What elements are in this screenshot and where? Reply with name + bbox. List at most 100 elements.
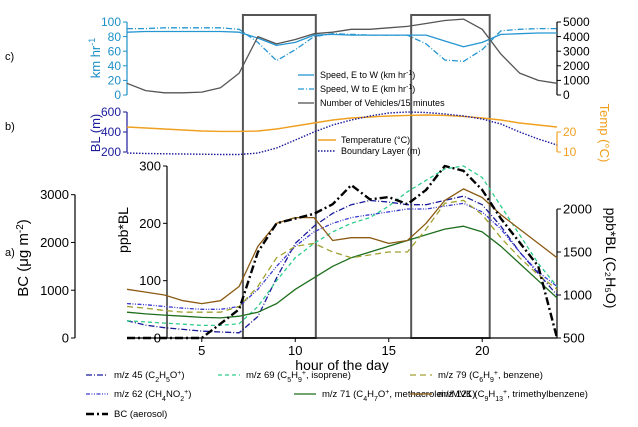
highlight-window-1 bbox=[241, 14, 317, 339]
series-m69 bbox=[126, 165, 558, 327]
legend-a-label-m71-part: 7 bbox=[374, 396, 378, 403]
panel-c-left-axis-title: km hr-1 bbox=[87, 38, 103, 79]
legend-b-label-bl: Boundary Layer (m) bbox=[341, 146, 421, 156]
series-speed_ew bbox=[126, 30, 557, 48]
legend-a-label-m71-part: , methacrolein/MVK) bbox=[389, 389, 475, 400]
panel-a-left-axis-title-post: ) bbox=[15, 219, 32, 224]
panel-a-left-axis-tick-label: 2000 bbox=[40, 235, 69, 250]
panel-b-left-axis-tick-label: 200 bbox=[101, 145, 121, 159]
legend-a-label-m45-part: 2 bbox=[155, 377, 159, 384]
legend-a-label-m71-part: + bbox=[385, 389, 389, 396]
legend-a-label-m69: m/z 69 (C5H9+, isoprene) bbox=[246, 370, 351, 384]
legend-c-label-vehicles: Number of Vehicles/15 minutes bbox=[320, 98, 445, 108]
legend-a-label-m45-part: + bbox=[177, 370, 181, 377]
legend-a-label-m121: m/z 121 (C9H13+, trimethylbenzene) bbox=[438, 389, 588, 403]
panel-b-left-axis-title: BL (m) bbox=[88, 114, 103, 153]
panel-a-inner-axis-tick-label: 200 bbox=[139, 216, 161, 231]
legend-a-label-m79-part: , benzene) bbox=[498, 370, 543, 381]
series-vehicles-points bbox=[127, 19, 557, 93]
legend-a-label-m45: m/z 45 (C2H5O+) bbox=[114, 370, 185, 384]
legend-b-label-temp: Temperature (°C) bbox=[341, 135, 410, 145]
panel-a-left-axis-tick-label: 3000 bbox=[40, 187, 69, 202]
x-axis: 5 10 15 20 hour of the day bbox=[127, 337, 557, 373]
legend-a-label-m121-part: 9 bbox=[484, 396, 488, 403]
legend-a-label-m79-part: 6 bbox=[479, 377, 483, 384]
panel-c-left-axis-tick-label: 40 bbox=[108, 59, 122, 73]
series-m62-points bbox=[127, 203, 557, 309]
x-axis-tick-label: 10 bbox=[288, 343, 302, 358]
panel-a-right-axis-tick-label: 1000 bbox=[563, 288, 592, 303]
panel-c-left-axis-tick-label: 100 bbox=[101, 15, 121, 29]
panel-a-right-axis-title: ppb*BL (C₂H₅O) bbox=[603, 208, 619, 309]
legend-a-label-m79-part: m/z 79 (C bbox=[438, 370, 479, 381]
panel-a-left-axis-tick-label: 0 bbox=[62, 331, 69, 346]
legend-c-label-speed_we-part: Speed, W to E (km hr bbox=[320, 84, 406, 94]
legend-a-label-m45-part: 5 bbox=[166, 377, 170, 384]
panel-c-right-axis-tick-label: 0 bbox=[563, 88, 570, 102]
panel-a-right-axis-tick-label: 2000 bbox=[563, 202, 592, 217]
legend-a-label-m71-part: O bbox=[378, 389, 385, 400]
panel-a-left-axis-title-text: BC (μg m bbox=[15, 233, 32, 297]
legend-a-label-m62-part: + bbox=[184, 389, 188, 396]
legend-c-label-speed_we: Speed, W to E (km hr-1) bbox=[320, 84, 415, 95]
panel-label-b: b) bbox=[5, 121, 15, 133]
legend-a-label-m62-part: ) bbox=[188, 389, 191, 400]
legend-a-label-m45-part: ) bbox=[181, 370, 184, 381]
panel-a-left-axis-title-sup: -2 bbox=[15, 224, 26, 233]
panel-a-left-axis-tick-label: 1000 bbox=[40, 283, 69, 298]
legend-a-label-bc: BC (aerosol) bbox=[114, 409, 167, 420]
legend-a-label-m62: m/z 62 (CH4NO2+) bbox=[114, 389, 191, 403]
legend-a-label-m121-part: , trimethylbenzene) bbox=[507, 389, 588, 400]
series-m121 bbox=[126, 188, 558, 305]
legend-a-label-m69-part: 9 bbox=[298, 377, 302, 384]
legend-a-label-m69-part: + bbox=[302, 370, 306, 377]
panel-c-left-axis-tick-label: 60 bbox=[108, 44, 122, 58]
legend-c-label-speed_ew-part: ) bbox=[412, 70, 415, 80]
legend-a-label-m71-part: H bbox=[367, 389, 374, 400]
x-axis-title: hour of the day bbox=[295, 357, 388, 373]
panel-c-left-axis-title-text: km hr bbox=[88, 45, 103, 78]
panel-b-right-axis-tick-label: 10 bbox=[563, 145, 577, 159]
x-axis-tick-label: 5 bbox=[198, 343, 205, 358]
legend-c-label-speed_ew-part: -1 bbox=[406, 70, 412, 77]
legend-a-label-m121-part: + bbox=[503, 389, 507, 396]
legend-c-label-speed_we-part: -1 bbox=[406, 84, 412, 91]
series-vehicles bbox=[126, 18, 558, 94]
panel-a-inner-axis-tick-label: 300 bbox=[139, 159, 161, 174]
legend-a-label-m62-part: m/z 62 (CH bbox=[114, 389, 162, 400]
legend-a-label-m79-part: 9 bbox=[490, 377, 494, 384]
panel-label-a: a) bbox=[5, 247, 15, 259]
x-axis-tick-label: 20 bbox=[475, 343, 489, 358]
legend-a-label-m79: m/z 79 (C6H9+, benzene) bbox=[438, 370, 543, 384]
highlight-windows bbox=[241, 14, 491, 339]
legend-a-label-m121-part: m/z 121 (C bbox=[438, 389, 485, 400]
panel-a-concentrations: a)01000200030000100200300500100015002000… bbox=[5, 159, 619, 346]
panel-a-left-axis-title: BC (μg m-2) bbox=[15, 219, 33, 297]
panel-c-right-axis-tick-label: 2000 bbox=[563, 59, 590, 73]
panel-c-right-axis-tick-label: 1000 bbox=[563, 74, 590, 88]
legend-a-label-m71-part: m/z 71 (C bbox=[322, 389, 363, 400]
panel-c-left-axis-tick-label: 20 bbox=[108, 74, 122, 88]
panel-c-left-axis-tick-label: 0 bbox=[114, 88, 121, 102]
panel-b-left-axis-tick-label: 600 bbox=[101, 105, 121, 119]
legend-a-label-m69-part: m/z 69 (C bbox=[246, 370, 287, 381]
legend-a-label-m121-part: H bbox=[488, 389, 495, 400]
panel-c-left-axis-title-sup: -1 bbox=[87, 38, 97, 46]
legend-a-label-m71-part: 4 bbox=[363, 396, 367, 403]
panel-label-c: c) bbox=[5, 51, 14, 63]
series-m45 bbox=[126, 195, 558, 334]
panel-a-inner-axis-title: ppb*BL bbox=[115, 207, 131, 253]
panel-b-right-axis-tick-label: 20 bbox=[563, 125, 577, 139]
highlight-window-2 bbox=[410, 14, 491, 339]
series-speed_we-points bbox=[127, 28, 557, 62]
legend-a-label-m69-part: , isoprene) bbox=[306, 370, 351, 381]
series-m79 bbox=[126, 199, 558, 313]
panel-b-left-axis-tick-label: 400 bbox=[101, 125, 121, 139]
legend-a-label-m79-part: + bbox=[494, 370, 498, 377]
legend-c-label-vehicles-part: Number of Vehicles/15 minutes bbox=[320, 98, 445, 108]
x-axis-tick-label: 15 bbox=[382, 343, 396, 358]
legend-a-label-m71: m/z 71 (C4H7O+, methacrolein/MVK) bbox=[322, 389, 475, 403]
legend-a-label-m45-part: H bbox=[159, 370, 166, 381]
legend-a-label-m79-part: H bbox=[483, 370, 490, 381]
